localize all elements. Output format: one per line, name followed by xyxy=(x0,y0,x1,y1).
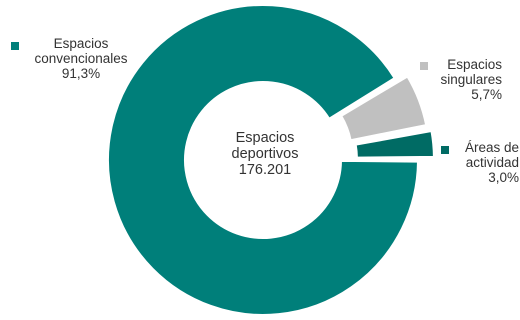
center-label-line-2: deportivos xyxy=(231,146,299,162)
slice-label-convencionales: Espacios convencionales 91,3% xyxy=(22,36,140,81)
slice-label-convencionales-line-2: convencionales xyxy=(34,51,128,66)
center-label: Espacios deportivos 176.201 xyxy=(215,130,315,178)
slice-label-singulares-pct: 5,7% xyxy=(471,87,502,102)
center-label-value: 176.201 xyxy=(238,162,292,178)
legend-swatch-convencionales xyxy=(11,42,19,50)
slice-convencionales xyxy=(107,4,420,316)
slice-label-singulares: Espacios singulares 5,7% xyxy=(420,57,502,102)
legend-swatch-singulares xyxy=(420,62,428,70)
slice-label-convencionales-pct: 91,3% xyxy=(61,66,101,81)
slice-label-actividad-line-1: Áreas de xyxy=(464,140,519,155)
legend-swatch-actividad xyxy=(441,146,449,154)
slice-label-singulares-line-2: singulares xyxy=(440,72,502,87)
slice-label-actividad-line-2: actividad xyxy=(465,155,519,170)
center-label-line-1: Espacios xyxy=(235,130,295,146)
slice-label-actividad-pct: 3,0% xyxy=(488,170,519,185)
slice-actividad xyxy=(354,129,435,159)
slice-label-convencionales-line-1: Espacios xyxy=(53,36,109,51)
slice-singulares xyxy=(339,75,428,142)
slice-label-actividad: Áreas de actividad 3,0% xyxy=(441,140,519,185)
slice-label-singulares-line-1: Espacios xyxy=(447,57,502,72)
